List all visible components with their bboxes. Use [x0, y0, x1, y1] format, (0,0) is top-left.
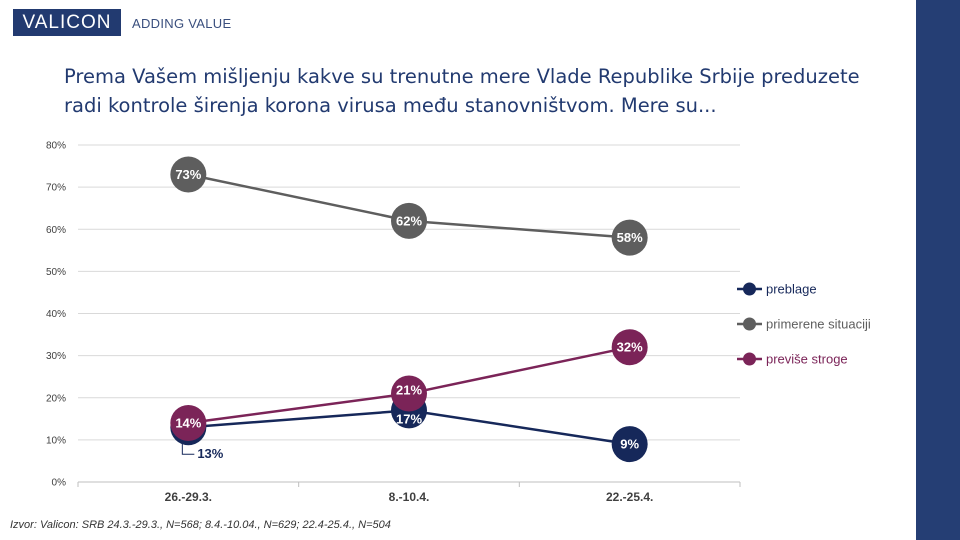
data-point	[611, 329, 648, 366]
data-point	[611, 219, 648, 256]
y-tick-label: 80%	[46, 141, 66, 152]
data-point	[611, 426, 648, 463]
data-label: 73%	[175, 167, 201, 182]
source-note: Izvor: Valicon: SRB 24.3.-29.3., N=568; …	[10, 519, 391, 531]
x-tick-label: 22.-25.4.	[606, 490, 653, 504]
data-label: 9%	[620, 437, 639, 452]
line-chart: 0% 10% 20% 30% 40% 50% 60% 70% 80% 26.-29.3. 8.-10…	[46, 141, 871, 505]
data-label: 58%	[617, 230, 643, 245]
y-tick-label: 60%	[46, 225, 66, 236]
y-tick-label: 70%	[46, 183, 66, 194]
y-tick-label: 30%	[46, 351, 66, 362]
side-bar	[916, 0, 960, 540]
data-point	[170, 405, 207, 442]
y-tick-label: 50%	[46, 267, 66, 278]
x-tick-label: 26.-29.3.	[165, 490, 212, 504]
y-tick-label: 0%	[52, 478, 67, 489]
data-label: 32%	[617, 340, 643, 355]
data-point	[170, 156, 207, 193]
valicon-logo: VALICON	[13, 9, 121, 36]
legend-marker	[743, 282, 756, 296]
legend-label: preblage	[766, 282, 817, 297]
data-label: 17%	[396, 411, 422, 426]
data-label: 21%	[396, 383, 422, 398]
legend-marker	[743, 352, 756, 366]
title-line-1: Prema Vašem mišljenju kakve su trenutne …	[64, 65, 860, 88]
y-tick-label: 40%	[46, 309, 66, 320]
x-tick-label: 8.-10.4.	[389, 490, 430, 504]
y-tick-label: 10%	[46, 435, 66, 446]
legend-marker	[743, 317, 756, 331]
data-point	[391, 375, 427, 412]
data-point	[391, 202, 427, 239]
data-label: 13%	[197, 446, 223, 461]
legend-label: primerene situaciji	[766, 317, 871, 332]
y-tick-label: 20%	[46, 393, 66, 404]
data-label: 62%	[396, 213, 422, 228]
legend-label: previše stroge	[766, 352, 848, 367]
chart-title: Prema Vašem mišljenju kakve su trenutne …	[64, 62, 884, 120]
logo-text: VALICON	[22, 11, 112, 33]
tagline: ADDING VALUE	[132, 16, 232, 31]
leader-line	[181, 443, 195, 455]
data-label: 14%	[175, 416, 201, 431]
title-line-2: radi kontrole širenja korona virusa među…	[64, 94, 717, 117]
